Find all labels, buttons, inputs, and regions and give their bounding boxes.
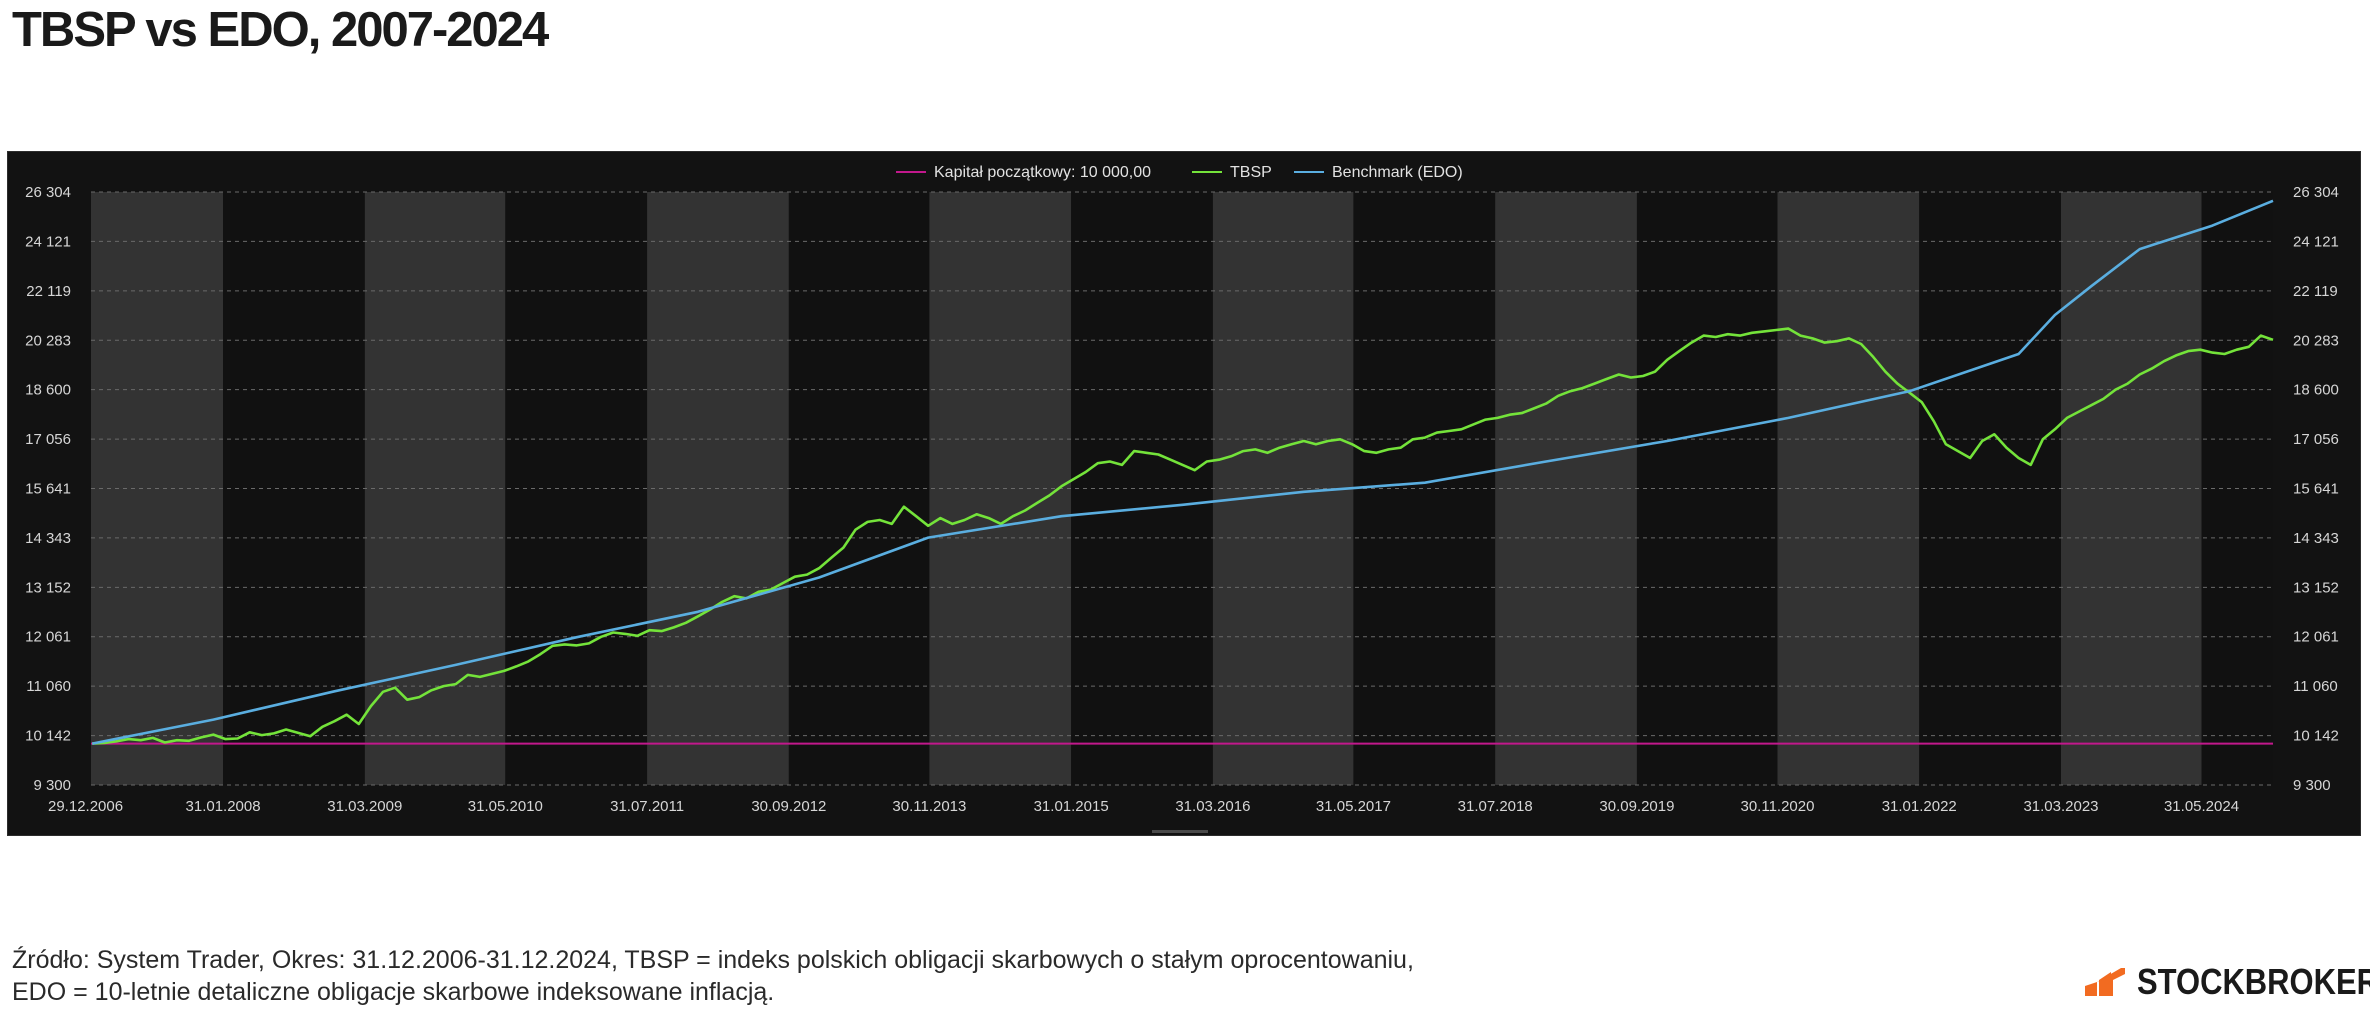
y-axis-right: 9 300 10 142 11 060 12 061 13 152 14 343 15 64… — [2293, 184, 2339, 794]
x-tick-label: 30.09.2012 — [751, 798, 826, 815]
horizontal-scrollbar[interactable] — [1152, 830, 1208, 833]
x-tick-label: 31.05.2017 — [1316, 798, 1391, 815]
y-tick-label-left: 15 641 — [25, 480, 71, 497]
legend-label: Kapitał początkowy: 10 000,00 — [934, 164, 1151, 181]
legend-label: TBSP — [1230, 164, 1272, 181]
x-tick-label: 31.07.2018 — [1458, 798, 1533, 815]
source-note-line-1: Źródło: System Trader, Okres: 31.12.2006… — [12, 946, 1414, 974]
x-tick-label: 31.03.2016 — [1175, 798, 1250, 815]
y-tick-label-left: 24 121 — [25, 233, 71, 250]
y-tick-label-right: 10 142 — [2293, 728, 2339, 745]
edo-benchmark-line — [91, 199, 2274, 745]
y-tick-label-left: 26 304 — [25, 184, 71, 201]
line-chart: 9 300 10 142 11 060 12 061 13 152 14 343 15 64… — [25, 164, 2339, 815]
page-title: TBSP vs EDO, 2007-2024 — [12, 3, 549, 57]
y-tick-label-right: 17 056 — [2293, 431, 2339, 448]
y-tick-label-left: 18 600 — [25, 382, 71, 399]
y-tick-label-right: 12 061 — [2293, 629, 2339, 646]
y-tick-label-left: 17 056 — [25, 431, 71, 448]
x-tick-label: 29.12.2006 — [48, 798, 123, 815]
year-band — [1777, 192, 1920, 785]
brand-logo: STOCKBROKER — [2083, 961, 2370, 1002]
x-tick-label: 31.05.2024 — [2164, 798, 2239, 815]
y-tick-label-right: 11 060 — [2293, 678, 2338, 695]
y-tick-label-right: 20 283 — [2293, 332, 2339, 349]
year-band — [505, 192, 648, 785]
year-band — [1353, 192, 1496, 785]
x-axis: 29.12.2006 31.01.2008 31.03.2009 31.05.2010… — [48, 798, 2239, 815]
grid-lines — [91, 191, 2273, 786]
y-tick-label-right: 14 343 — [2293, 530, 2339, 547]
y-axis-left: 9 300 10 142 11 060 12 061 13 152 14 343 15 64… — [25, 184, 71, 794]
y-tick-label-left: 20 283 — [25, 332, 71, 349]
y-tick-label-right: 9 300 — [2293, 777, 2331, 794]
brand-name: STOCKBROKER — [2137, 961, 2370, 1002]
y-tick-label-right: 26 304 — [2293, 184, 2339, 201]
y-tick-label-left: 10 142 — [25, 728, 71, 745]
x-tick-label: 30.09.2019 — [1599, 798, 1674, 815]
x-tick-label: 30.11.2013 — [892, 798, 966, 815]
year-band — [929, 192, 1072, 785]
source-note-line-2: EDO = 10-letnie detaliczne obligacje ska… — [12, 978, 775, 1006]
x-tick-label: 31.01.2008 — [186, 798, 261, 815]
y-tick-label-right: 18 600 — [2293, 382, 2339, 399]
y-tick-label-left: 12 061 — [25, 629, 71, 646]
chart-panel: 9 300 10 142 11 060 12 061 13 152 14 343 15 64… — [7, 151, 2361, 836]
x-tick-label: 31.03.2023 — [2023, 798, 2098, 815]
y-tick-label-right: 15 641 — [2293, 480, 2339, 497]
y-tick-label-left: 13 152 — [25, 579, 71, 596]
y-tick-label-left: 22 119 — [26, 283, 71, 300]
legend-label: Benchmark (EDO) — [1332, 164, 1463, 181]
series-layer — [91, 199, 2274, 745]
x-tick-label: 30.11.2020 — [1740, 798, 1814, 815]
x-tick-label: 31.03.2009 — [327, 798, 402, 815]
source-note: Źródło: System Trader, Okres: 31.12.2006… — [12, 944, 1512, 1008]
y-tick-label-right: 24 121 — [2293, 233, 2339, 250]
tbsp-line — [92, 327, 2274, 745]
x-tick-label: 31.07.2011 — [610, 798, 684, 815]
y-tick-label-left: 14 343 — [25, 530, 71, 547]
x-tick-label: 31.01.2015 — [1034, 798, 1109, 815]
y-tick-label-right: 22 119 — [2293, 283, 2338, 300]
y-tick-label-left: 9 300 — [33, 777, 71, 794]
legend: Kapitał początkowy: 10 000,00 TBSP Benchma… — [896, 164, 1463, 181]
y-tick-label-right: 13 152 — [2293, 579, 2339, 596]
x-tick-label: 31.05.2010 — [468, 798, 543, 815]
y-tick-label-left: 11 060 — [26, 678, 71, 695]
stockbroker-logo-icon — [2085, 968, 2125, 996]
x-tick-label: 31.01.2022 — [1882, 798, 1957, 815]
